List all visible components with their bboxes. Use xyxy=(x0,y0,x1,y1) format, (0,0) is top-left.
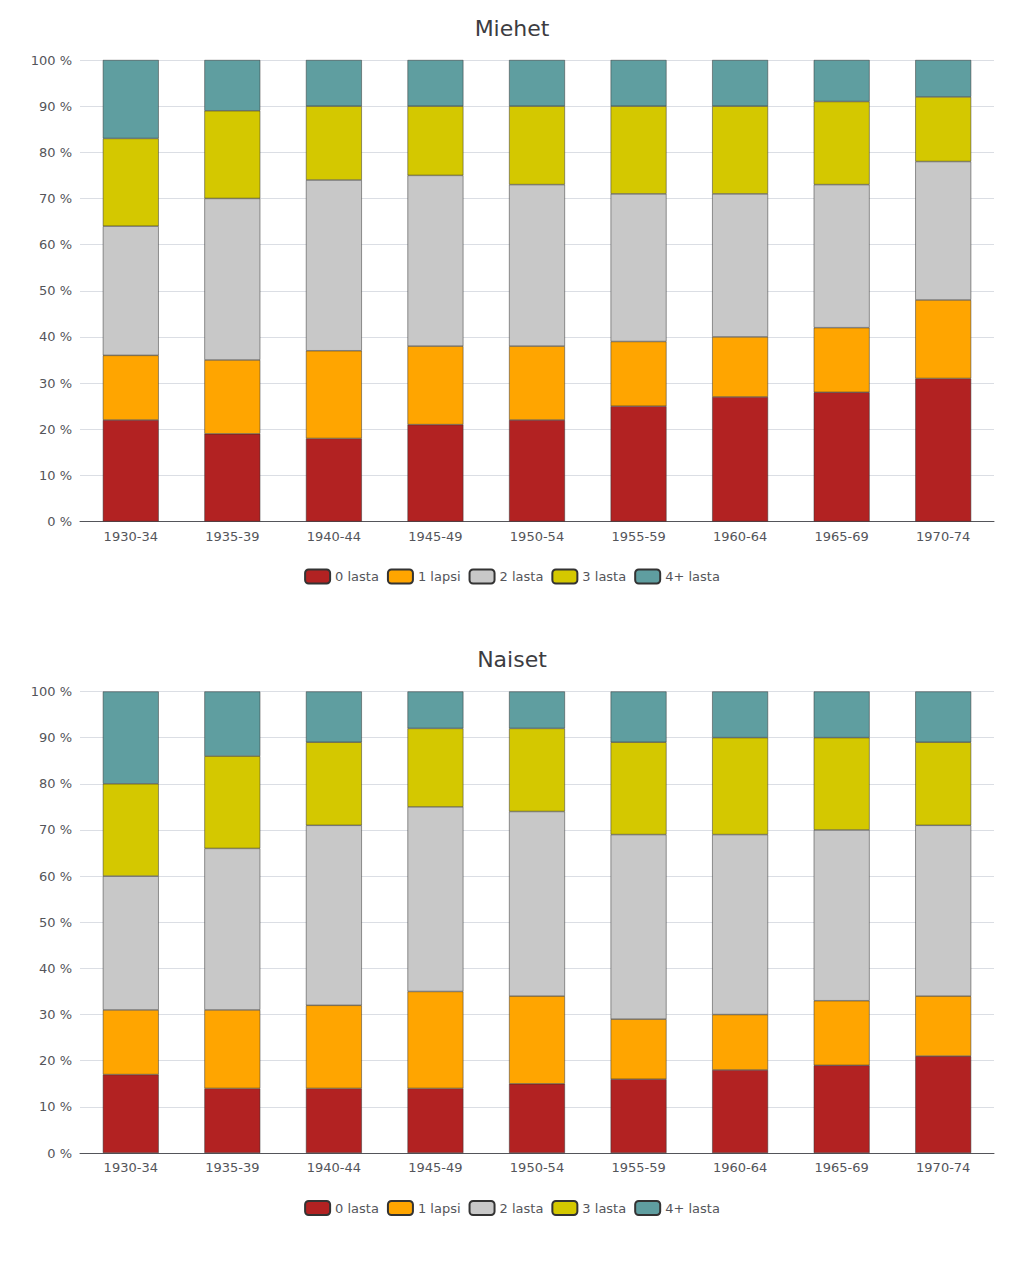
svg-text:Naiset: Naiset xyxy=(477,647,547,672)
svg-text:1955-59: 1955-59 xyxy=(611,1160,665,1175)
svg-text:1950-54: 1950-54 xyxy=(510,529,564,544)
svg-text:1965-69: 1965-69 xyxy=(815,529,869,544)
svg-text:80 %: 80 % xyxy=(39,145,72,160)
svg-text:60 %: 60 % xyxy=(39,237,72,252)
svg-text:3 lasta: 3 lasta xyxy=(582,569,626,584)
svg-text:1960-64: 1960-64 xyxy=(713,1160,767,1175)
svg-text:40 %: 40 % xyxy=(39,961,72,976)
svg-text:1965-69: 1965-69 xyxy=(815,1160,869,1175)
svg-text:1930-34: 1930-34 xyxy=(104,529,158,544)
svg-text:0 %: 0 % xyxy=(47,514,72,529)
svg-text:10 %: 10 % xyxy=(39,468,72,483)
svg-text:2 lasta: 2 lasta xyxy=(500,1201,544,1216)
svg-text:4+ lasta: 4+ lasta xyxy=(665,1201,720,1216)
svg-text:Miehet: Miehet xyxy=(475,16,550,41)
svg-text:0 lasta: 0 lasta xyxy=(335,1201,379,1216)
svg-text:1935-39: 1935-39 xyxy=(205,1160,259,1175)
svg-text:90 %: 90 % xyxy=(39,730,72,745)
svg-text:1940-44: 1940-44 xyxy=(307,529,361,544)
svg-text:1955-59: 1955-59 xyxy=(611,529,665,544)
svg-text:1960-64: 1960-64 xyxy=(713,529,767,544)
svg-text:1950-54: 1950-54 xyxy=(510,1160,564,1175)
svg-text:50 %: 50 % xyxy=(39,915,72,930)
svg-text:70 %: 70 % xyxy=(39,822,72,837)
svg-text:1970-74: 1970-74 xyxy=(916,1160,970,1175)
svg-text:50 %: 50 % xyxy=(39,283,72,298)
svg-text:0 %: 0 % xyxy=(47,1146,72,1161)
svg-text:60 %: 60 % xyxy=(39,869,72,884)
svg-text:20 %: 20 % xyxy=(39,422,72,437)
svg-text:30 %: 30 % xyxy=(39,1007,72,1022)
svg-text:3 lasta: 3 lasta xyxy=(582,1201,626,1216)
svg-text:80 %: 80 % xyxy=(39,776,72,791)
svg-text:0 lasta: 0 lasta xyxy=(335,569,379,584)
svg-text:1945-49: 1945-49 xyxy=(408,529,462,544)
svg-text:2 lasta: 2 lasta xyxy=(500,569,544,584)
svg-text:90 %: 90 % xyxy=(39,99,72,114)
svg-text:1970-74: 1970-74 xyxy=(916,529,970,544)
svg-text:100 %: 100 % xyxy=(31,684,72,699)
svg-text:1940-44: 1940-44 xyxy=(307,1160,361,1175)
svg-text:40 %: 40 % xyxy=(39,329,72,344)
svg-text:1945-49: 1945-49 xyxy=(408,1160,462,1175)
svg-text:70 %: 70 % xyxy=(39,191,72,206)
svg-text:10 %: 10 % xyxy=(39,1099,72,1114)
svg-text:1 lapsi: 1 lapsi xyxy=(418,569,461,584)
svg-text:1930-34: 1930-34 xyxy=(104,1160,158,1175)
svg-text:30 %: 30 % xyxy=(39,376,72,391)
svg-text:1 lapsi: 1 lapsi xyxy=(418,1201,461,1216)
svg-text:20 %: 20 % xyxy=(39,1053,72,1068)
svg-text:1935-39: 1935-39 xyxy=(205,529,259,544)
svg-text:4+ lasta: 4+ lasta xyxy=(665,569,720,584)
svg-text:100 %: 100 % xyxy=(31,53,72,68)
